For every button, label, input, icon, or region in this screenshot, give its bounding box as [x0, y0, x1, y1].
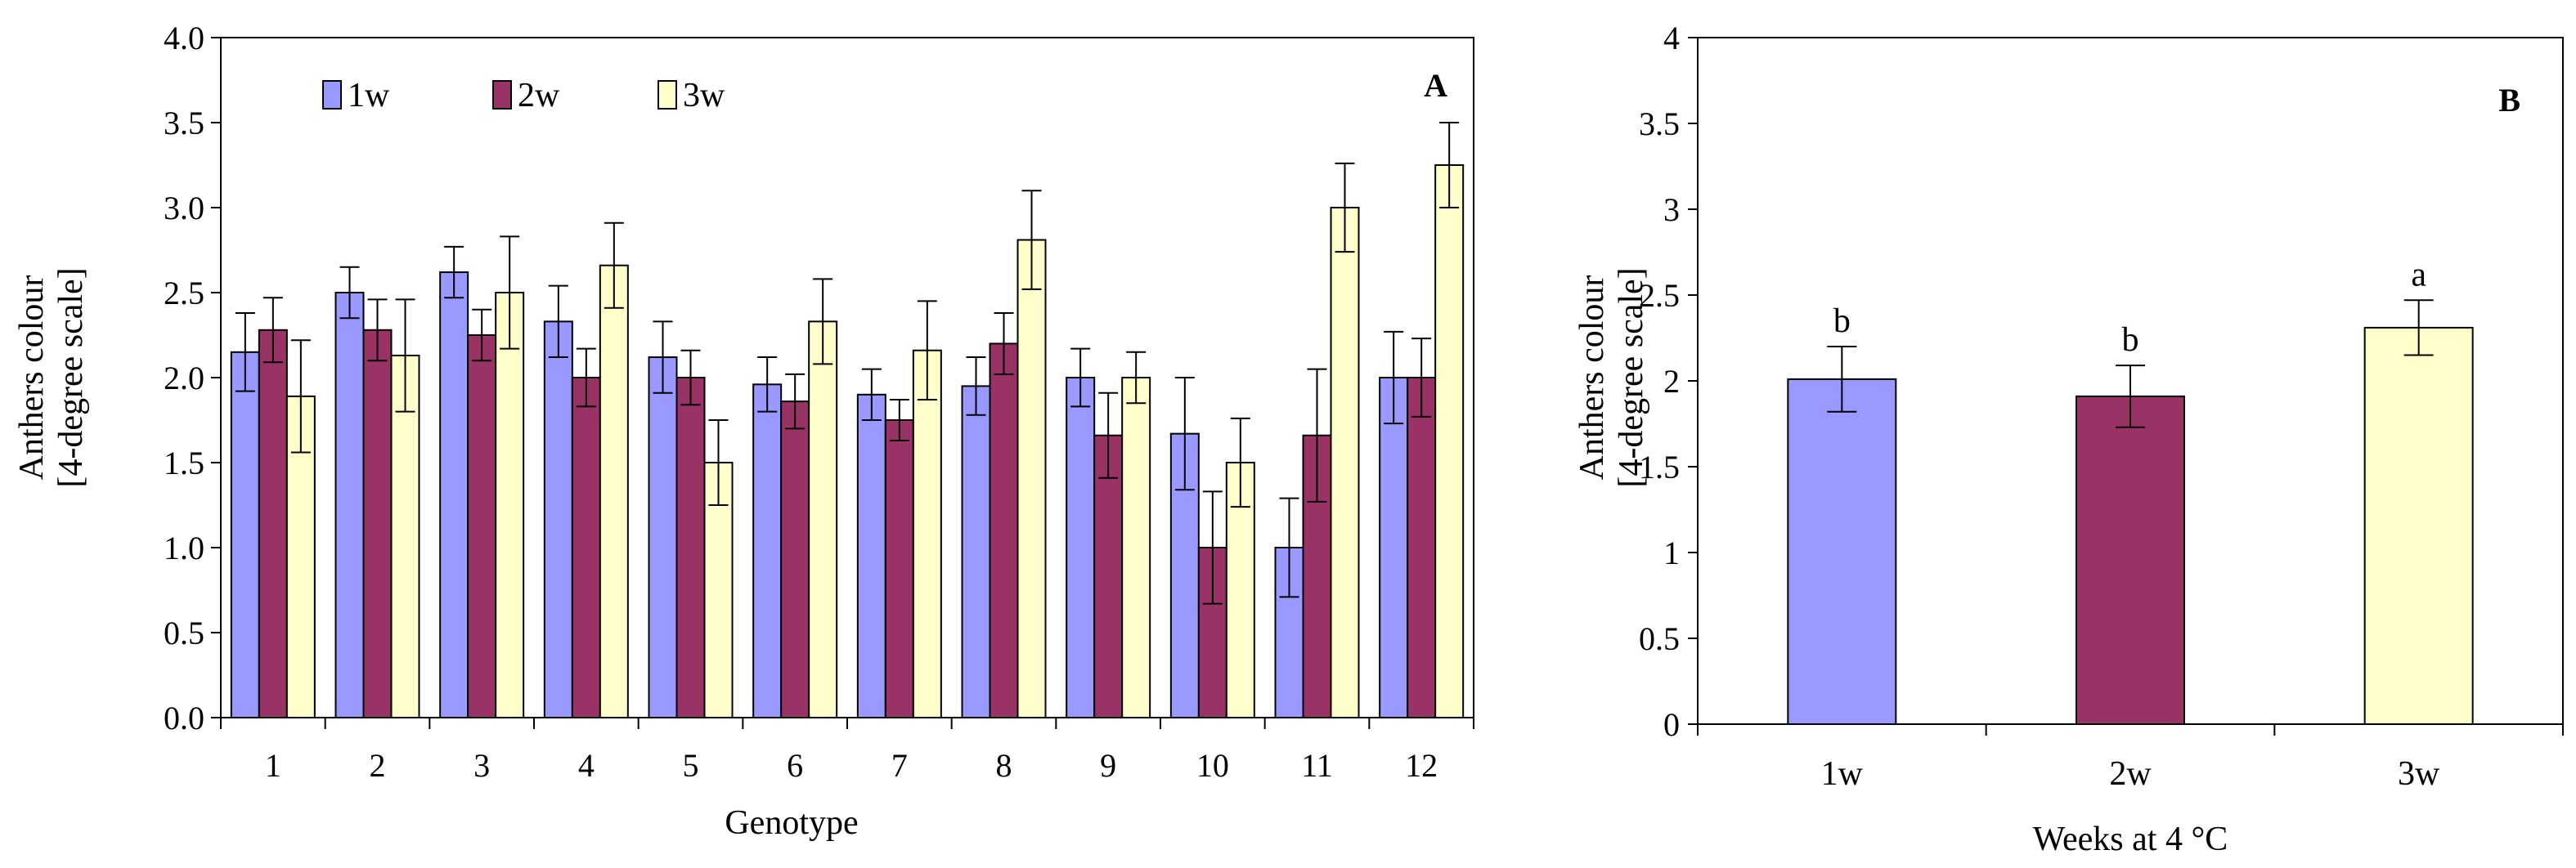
panel-a-bar-2w [258, 329, 288, 718]
panel-a-bar-3w [1016, 239, 1047, 718]
panel-b-bar-3w [2363, 326, 2474, 725]
panel-a-bar-3w [808, 320, 838, 718]
panel-a-bar-2w [1302, 434, 1332, 718]
panel-a-bar-3w [390, 354, 420, 718]
panel-a-bar-3w [1434, 164, 1465, 718]
panel-a-x-tick-label: 12 [1405, 747, 1438, 784]
panel-a-bars [230, 122, 1465, 719]
panel-a-bar-1w [230, 351, 260, 718]
panel-a-legend-swatch-2w [492, 80, 512, 110]
panel-a-bar-2w [467, 334, 497, 718]
panel-a-bar-3w [1330, 207, 1360, 718]
panel-a-bar-3w [599, 264, 629, 719]
panel-a-label: A [1424, 67, 1447, 104]
panel-a-x-axis-label: Genotype [725, 804, 858, 842]
panel-a-bar-3w [912, 349, 942, 718]
panel-b-y-tick-label: 2 [1663, 363, 1680, 400]
panel-b-y-tick-label: 3 [1663, 191, 1680, 228]
panel-a-bar-1w [961, 385, 991, 718]
panel-b-x-tick-label: 2w [2109, 755, 2152, 793]
panel-a-bar-2w [675, 377, 706, 718]
panel-b-x-tick-label: 1w [1821, 755, 1864, 793]
panel-b-y-tick-label: 0 [1663, 706, 1680, 743]
panel-a-bar-1w [439, 271, 469, 719]
panel-b-x-axis: 1w 2w 3w [1697, 724, 2564, 793]
panel-a-legend-label-3w: 3w [683, 77, 725, 114]
panel-b-y-axis-label-line1: Anthers colour [1573, 275, 1611, 481]
panel-a-bar-3w [1121, 377, 1151, 718]
panel-b-y-axis: 0 0.5 1 1.5 2 2.5 3 3.5 4 [1639, 20, 1698, 743]
panel-a-bar-1w [856, 393, 886, 718]
panel-a-bar-2w [571, 377, 601, 718]
panel-a-y-tick-label: 4.0 [164, 20, 204, 56]
panel-a-bar-1w [1379, 377, 1409, 718]
panel-a-x-tick-label: 1 [265, 747, 281, 784]
panel-a-bar-1w [543, 320, 573, 718]
panel-a-x-tick-label: 8 [996, 747, 1012, 784]
panel-b-y-tick-label: 2.5 [1639, 277, 1680, 314]
panel-a-y-tick-label: 2.0 [164, 360, 204, 396]
panel-a-x-tick-label: 7 [891, 747, 908, 784]
panel-b-y-axis-label-line2: [4-degree scale] [1613, 267, 1650, 487]
panel-a-x-tick-label: 2 [370, 747, 386, 784]
panel-a-y-axis: 0.0 0.5 1.0 1.5 2.0 2.5 3.0 3.5 4.0 [164, 20, 221, 736]
panel-b-x-tick-label: 3w [2398, 755, 2440, 793]
panel-a-legend: 1w 2w 3w [322, 77, 725, 114]
panel-b-bar-1w [1787, 378, 1897, 725]
panel-b-y-tick-label: 0.5 [1639, 620, 1680, 657]
panel-b-significance-letter: a [2411, 256, 2426, 293]
panel-a-bar-2w [989, 342, 1019, 718]
panel-b-label: B [2498, 82, 2520, 119]
panel-b-y-tick-label: 4 [1663, 20, 1680, 56]
panel-a-y-tick-label: 1.5 [164, 445, 204, 481]
panel-b-y-tick-label: 1.5 [1639, 449, 1680, 485]
panel-b-chart: 0 0.5 1 1.5 2 2.5 3 3.5 4 1w 2w 3w b b a B Weeks at … [1573, 20, 2564, 858]
panel-a-y-tick-label: 1.0 [164, 530, 204, 566]
panel-a-legend-label-2w: 2w [518, 77, 560, 114]
panel-a-chart: 0.00.51.01.52.02.53.03.54.0 1 2 3 4 5 6 7 8 9 10 1… [13, 20, 1474, 842]
panel-a-y-axis-label-line2: [4-degree scale] [52, 267, 90, 487]
panel-a-x-tick-label: 3 [473, 747, 490, 784]
panel-a-y-tick-label: 3.0 [164, 190, 204, 226]
panel-a-x-tick-label: 9 [1100, 747, 1116, 784]
panel-a-bar-3w [495, 292, 525, 718]
panel-a-bar-2w [884, 419, 914, 718]
panel-a-bar-1w [334, 292, 365, 718]
panel-b-y-tick-label: 1 [1663, 535, 1680, 571]
panel-b-x-axis-label: Weeks at 4 °C [2033, 821, 2228, 858]
panel-a-x-tick-label: 10 [1196, 747, 1229, 784]
panel-a-bar-1w [1066, 377, 1096, 718]
panel-a-y-tick-label: 0.5 [164, 615, 204, 651]
panel-a-y-axis-label-line1: Anthers colour [13, 275, 51, 481]
panel-a-bar-2w [780, 400, 810, 718]
panel-a-legend-swatch-1w [322, 80, 342, 110]
panel-a-y-tick-label: 3.5 [164, 105, 204, 141]
panel-a-y-tick-label: 2.5 [164, 275, 204, 311]
panel-a-y-tick-label: 0.0 [164, 700, 204, 736]
panel-b-bars: b b a [1787, 256, 2474, 725]
panel-b-y-tick-label: 3.5 [1639, 105, 1680, 142]
panel-a-x-tick-label: 6 [787, 747, 803, 784]
panel-a-x-tick-label: 5 [683, 747, 699, 784]
panel-b-significance-letter: b [1833, 302, 1851, 340]
panel-a-legend-swatch-3w [657, 80, 677, 110]
panel-a-legend-label-1w: 1w [348, 77, 390, 114]
panel-b-bar-2w [2076, 395, 2185, 725]
panel-b-significance-letter: b [2122, 321, 2139, 359]
panel-a-bar-1w [752, 383, 783, 718]
panel-a-bar-1w [648, 356, 678, 718]
panel-a-x-axis: 1 2 3 4 5 6 7 8 9 10 11 12 [220, 718, 1474, 784]
panel-a-bar-2w [1407, 377, 1437, 718]
panel-a-bar-2w [362, 329, 393, 718]
panel-a-x-tick-label: 4 [578, 747, 595, 784]
panel-a-x-tick-label: 11 [1301, 747, 1333, 784]
